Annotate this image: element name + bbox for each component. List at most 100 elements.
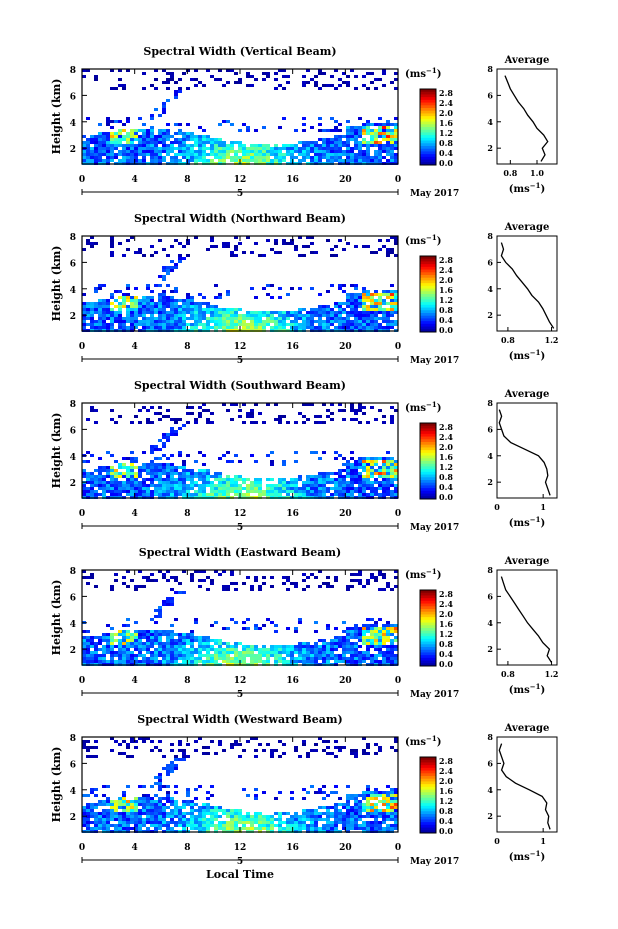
heatmap-cell xyxy=(178,591,182,594)
heatmap-cell xyxy=(230,317,234,320)
heatmap-cell xyxy=(166,466,170,469)
heatmap-cell xyxy=(346,794,350,797)
heatmap-cell xyxy=(114,654,118,657)
heatmap-cell xyxy=(290,487,294,490)
heatmap-cell xyxy=(382,654,386,657)
heatmap-cell xyxy=(154,824,158,827)
heatmap-cell xyxy=(90,651,94,654)
heatmap-cell xyxy=(154,457,158,460)
heatmap-cell xyxy=(266,818,270,821)
heatmap-cell xyxy=(326,815,330,818)
heatmap-cell xyxy=(210,809,214,812)
heatmap-cell xyxy=(114,481,118,484)
heatmap-cell xyxy=(250,484,254,487)
heatmap-cell xyxy=(234,815,238,818)
heatmap-cell xyxy=(306,648,310,651)
heatmap-cell xyxy=(310,809,314,812)
heatmap-cell xyxy=(318,293,322,296)
heatmap-cell xyxy=(242,621,246,624)
heatmap-cell xyxy=(326,818,330,821)
heatmap-cell xyxy=(178,466,182,469)
heatmap-cell xyxy=(234,493,238,496)
heatmap-cell xyxy=(270,296,274,299)
heatmap-cell xyxy=(234,827,238,830)
heatmap-cell xyxy=(94,320,98,323)
heatmap-cell xyxy=(214,654,218,657)
heatmap-cell xyxy=(370,299,374,302)
heatmap-cell xyxy=(182,660,186,663)
heatmap-cell xyxy=(394,493,398,496)
heatmap-cell xyxy=(166,299,170,302)
heatmap-cell xyxy=(250,287,254,290)
heatmap-cell xyxy=(82,487,86,490)
heatmap-cell xyxy=(166,806,170,809)
heatmap-cell xyxy=(266,454,270,457)
heatmap-cell xyxy=(102,821,106,824)
heatmap-cell xyxy=(214,472,218,475)
heatmap-cell xyxy=(162,484,166,487)
heatmap-cell xyxy=(154,806,158,809)
heatmap-cell xyxy=(290,490,294,493)
heatmap-cell xyxy=(158,296,162,299)
heatmap-cell xyxy=(262,150,266,153)
heatmap-cell xyxy=(270,150,274,153)
heatmap-cell xyxy=(86,803,90,806)
heatmap-cell xyxy=(334,138,338,141)
heatmap-cell xyxy=(322,806,326,809)
heatmap-cell xyxy=(122,466,126,469)
heatmap-cell xyxy=(114,660,118,663)
heatmap-cell xyxy=(174,141,178,144)
heatmap-cell xyxy=(90,311,94,314)
heatmap-cell xyxy=(210,144,214,147)
heatmap-cell xyxy=(114,475,118,478)
heatmap-cell xyxy=(102,159,106,162)
heatmap-cell xyxy=(178,484,182,487)
colorbar-segment xyxy=(420,636,436,640)
heatmap-cell xyxy=(266,490,270,493)
heatmap-cell xyxy=(90,314,94,317)
heatmap-cell xyxy=(122,803,126,806)
heatmap-cell xyxy=(326,740,330,743)
heatmap-cell xyxy=(382,800,386,803)
heatmap-cell xyxy=(202,135,206,138)
heatmap-cell xyxy=(154,311,158,314)
heatmap-cell xyxy=(314,150,318,153)
heatmap-cell xyxy=(122,463,126,466)
heatmap-cell xyxy=(182,150,186,153)
heatmap-cell xyxy=(378,299,382,302)
heatmap-cell xyxy=(150,314,154,317)
heatmap-cell xyxy=(358,293,362,296)
heatmap-cell xyxy=(210,245,214,248)
heatmap-cell xyxy=(386,150,390,153)
heatmap-cell xyxy=(166,269,170,272)
heatmap-cell xyxy=(158,406,162,409)
heatmap-cell xyxy=(98,812,102,815)
colorbar-tick-label: 0.8 xyxy=(439,472,453,482)
heatmap-cell xyxy=(98,803,102,806)
heatmap-cell xyxy=(130,645,134,648)
heatmap-cell xyxy=(314,421,318,424)
colorbar-segment xyxy=(420,105,436,109)
heatmap-cell xyxy=(318,147,322,150)
heatmap-cell xyxy=(154,445,158,448)
heatmap-cell xyxy=(106,642,110,645)
heatmap-cell xyxy=(134,302,138,305)
heatmap-cell xyxy=(194,493,198,496)
heatmap-cell xyxy=(106,469,110,472)
heatmap-cell xyxy=(250,821,254,824)
heatmap-cell xyxy=(198,415,202,418)
heatmap-cell xyxy=(94,308,98,311)
heatmap-cell xyxy=(318,129,322,132)
heatmap-cell xyxy=(346,785,350,788)
heatmap-cell xyxy=(110,636,114,639)
heatmap-cell xyxy=(270,484,274,487)
heatmap-cell xyxy=(190,579,194,582)
heatmap-cell xyxy=(382,815,386,818)
heatmap-cell xyxy=(382,791,386,794)
heatmap-cell xyxy=(246,818,250,821)
heatmap-cell xyxy=(106,326,110,329)
heatmap-cell xyxy=(146,302,150,305)
x-tick-label: 0 xyxy=(395,342,401,352)
heatmap-cell xyxy=(254,812,258,815)
heatmap-cell xyxy=(262,311,266,314)
